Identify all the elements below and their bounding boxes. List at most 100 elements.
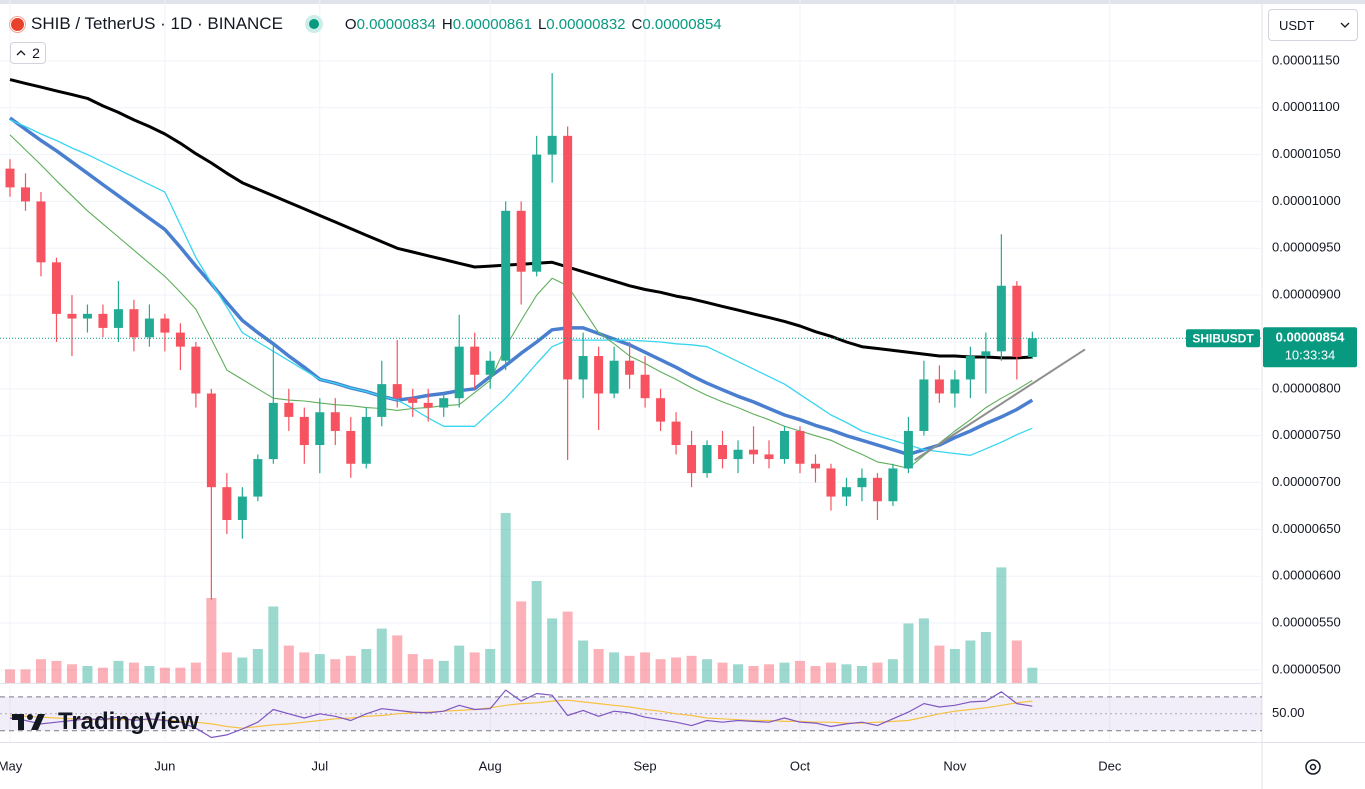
volume-bar <box>748 666 759 683</box>
candle-body <box>175 332 185 347</box>
candle-body <box>470 346 480 375</box>
chevron <box>1340 22 1350 28</box>
candle-body <box>702 445 712 474</box>
volume-bar <box>345 655 356 683</box>
x-tick-label: Dec <box>1098 758 1122 773</box>
candle-body <box>253 459 263 497</box>
candle-body <box>872 477 882 502</box>
candle-body <box>129 309 139 338</box>
candle-body <box>810 463 820 469</box>
price-tag-bg <box>1263 327 1357 368</box>
candle-body <box>392 384 402 399</box>
candle-body <box>5 168 15 188</box>
volume-bar <box>175 667 186 683</box>
y-tick-label: 0.00000500 <box>1272 661 1341 676</box>
volume-bar <box>268 606 279 683</box>
volume-bar <box>469 652 480 683</box>
candle-body <box>795 430 805 464</box>
currency: USDT <box>1279 17 1315 33</box>
volume-bar <box>640 652 651 683</box>
indicators-toggle[interactable]: 2 <box>10 42 46 64</box>
candle-body <box>857 477 867 488</box>
volume-bar <box>51 660 62 683</box>
volume-bar <box>655 659 666 683</box>
rsi-line <box>9 699 1033 729</box>
symbol-icon <box>10 16 25 32</box>
candle-body <box>640 374 650 399</box>
volume-bar <box>531 581 542 683</box>
volume-bar <box>810 666 821 683</box>
candle-body <box>1027 338 1037 357</box>
volume-bar <box>159 667 170 683</box>
volume-bar <box>733 664 744 683</box>
logo-text: TradingView <box>58 708 199 735</box>
volume-bar <box>376 628 387 683</box>
candle-body <box>841 487 851 497</box>
y-tick-label: 0.00000750 <box>1272 427 1341 442</box>
volume-bar <box>392 635 403 683</box>
ohlc-legend: O 0.00000834 H 0.00000861 L 0.00000832 C 0.0000… <box>339 16 722 33</box>
candle-body <box>594 356 604 394</box>
candle-body <box>315 412 325 446</box>
candle-body <box>67 313 77 319</box>
candle-body <box>361 416 371 464</box>
candle-body <box>826 468 836 497</box>
volume-bar <box>221 652 232 683</box>
candle-body <box>656 398 666 422</box>
volume-bar <box>980 632 991 683</box>
candle-body <box>981 351 991 357</box>
candle-body <box>563 135 573 380</box>
candle-body <box>965 356 975 380</box>
logo: TradingView <box>12 708 199 736</box>
volume-bar <box>252 649 263 683</box>
volume-bar <box>500 513 511 683</box>
volume-bar <box>82 666 93 683</box>
legend-value: 0.00000861 <box>452 15 532 33</box>
volume-bar <box>237 657 248 683</box>
volume-bar <box>965 640 976 683</box>
top-bar <box>0 0 1365 4</box>
candle-body <box>888 468 898 502</box>
candle-body <box>36 201 46 263</box>
candle-body <box>222 487 232 520</box>
volume-bar <box>454 645 465 683</box>
volume-bar <box>872 662 883 683</box>
x-tick-label: Nov <box>943 758 967 773</box>
status-dot <box>308 19 319 29</box>
volume-bar <box>671 657 682 683</box>
candle-body <box>718 445 728 460</box>
candle-body <box>919 379 929 431</box>
moving-average <box>9 119 1033 456</box>
legend-key: L <box>537 15 547 33</box>
y-tick-label: 0.00001050 <box>1272 146 1341 161</box>
candle-body <box>268 402 278 460</box>
volume-bar <box>5 669 15 683</box>
volume-bar <box>361 649 372 683</box>
candle-body <box>113 309 123 328</box>
y-tick-label: 0.00000600 <box>1272 568 1341 583</box>
candle-body <box>532 154 542 272</box>
volume-bar <box>686 655 697 683</box>
volume-bar <box>949 649 960 683</box>
x-tick-label: Oct <box>790 758 811 773</box>
currency-select[interactable]: USDT <box>1268 9 1358 41</box>
volume-bar <box>547 618 558 683</box>
candle-body <box>934 379 944 394</box>
rsi <box>0 689 1262 739</box>
indicator-count: 2 <box>32 45 40 61</box>
rsi-tick-label: 50.00 <box>1272 705 1305 720</box>
candle-body <box>284 402 294 417</box>
y-tick-label: 0.00000700 <box>1272 474 1341 489</box>
candle-body <box>330 412 340 431</box>
axes: 0.00000500 0.00000550 0.00000600 0.00000650… <box>0 52 1357 773</box>
candle-body <box>439 398 449 408</box>
countdown: 10:33:34 <box>1285 348 1336 363</box>
settings-icon[interactable] <box>1305 759 1321 775</box>
volume-bar <box>314 654 325 683</box>
candle-body <box>377 384 387 417</box>
legend-key: H <box>441 15 453 33</box>
candle-body <box>206 393 216 488</box>
candle-body <box>98 313 108 328</box>
